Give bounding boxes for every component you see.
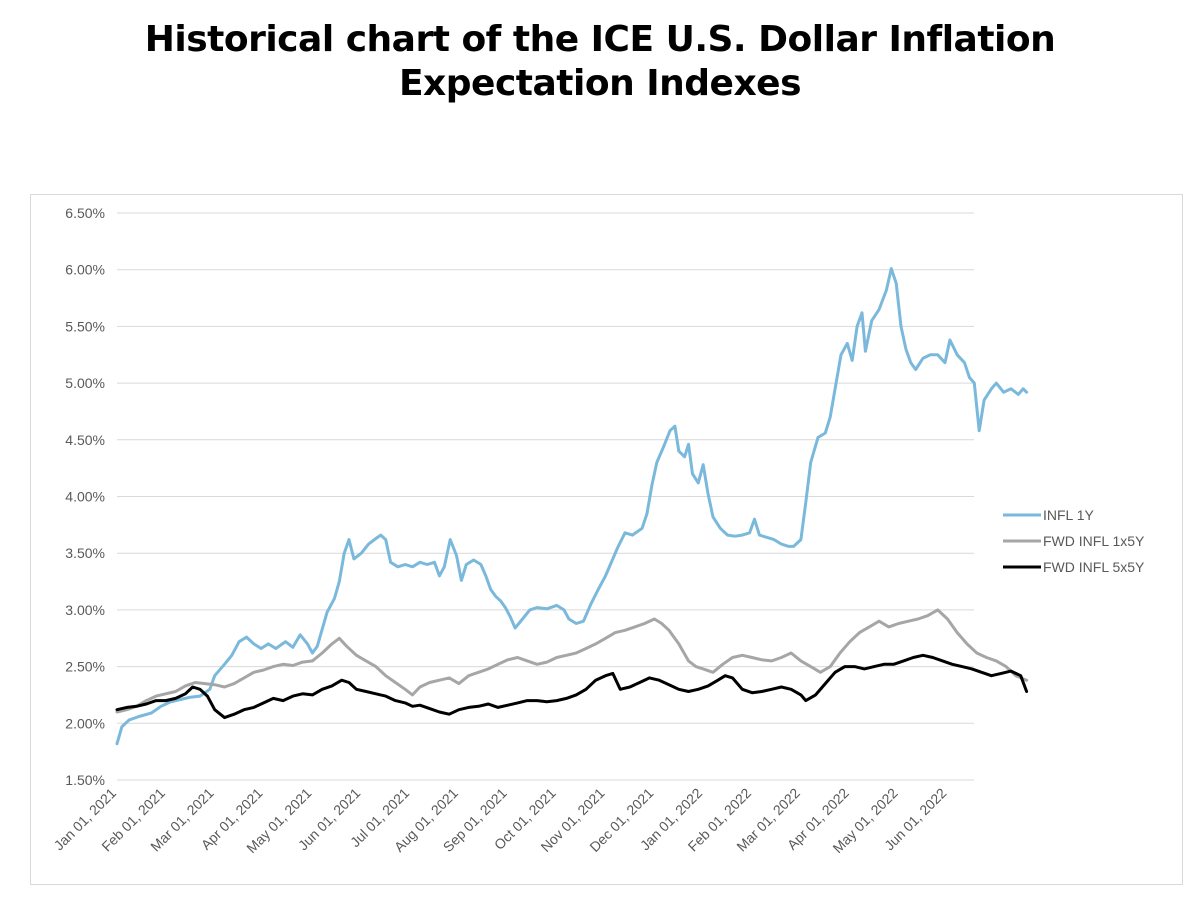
grid-layer: [117, 212, 974, 781]
chart-frame: 1.50% 2.00% 2.50% 3.00% 3.50% 4.00% 4.50% 5.00%…: [30, 194, 1183, 885]
y-tick-label: 4.00%: [65, 489, 105, 505]
legend-label: INFL 1Y: [1043, 507, 1094, 523]
chart-plot: 1.50% 2.00% 2.50% 3.00% 3.50% 4.00% 4.50% 5.00%…: [51, 205, 1145, 856]
series-layer: [115, 267, 1029, 746]
y-tick-label: 5.50%: [65, 318, 105, 334]
y-tick-label: 2.50%: [65, 659, 105, 675]
series-line-fwd-infl-1x5y: [115, 608, 1029, 714]
chart-title-text: Historical chart of the ICE U.S. Dollar …: [144, 19, 1056, 104]
y-tick-label: 1.50%: [65, 772, 105, 788]
y-tick-label: 5.00%: [65, 375, 105, 391]
y-axis-ticks: 1.50% 2.00% 2.50% 3.00% 3.50% 4.00% 4.50% 5.00%…: [65, 205, 105, 788]
y-tick-label: 2.00%: [65, 715, 105, 731]
series-line-fwd-infl-5x5y: [115, 653, 1029, 720]
y-tick-label: 3.00%: [65, 602, 105, 618]
y-tick-label: 3.50%: [65, 545, 105, 561]
y-tick-label: 6.00%: [65, 262, 105, 278]
legend-label: FWD INFL 1x5Y: [1043, 533, 1145, 549]
y-tick-label: 4.50%: [65, 432, 105, 448]
chart-title: Historical chart of the ICE U.S. Dollar …: [0, 18, 1200, 106]
y-tick-label: 6.50%: [65, 205, 105, 221]
legend-label: FWD INFL 5x5Y: [1043, 559, 1145, 575]
series-line-infl-1y: [115, 267, 1029, 746]
legend: INFL 1Y FWD INFL 1x5Y FWD INFL 5x5Y: [1003, 507, 1145, 575]
